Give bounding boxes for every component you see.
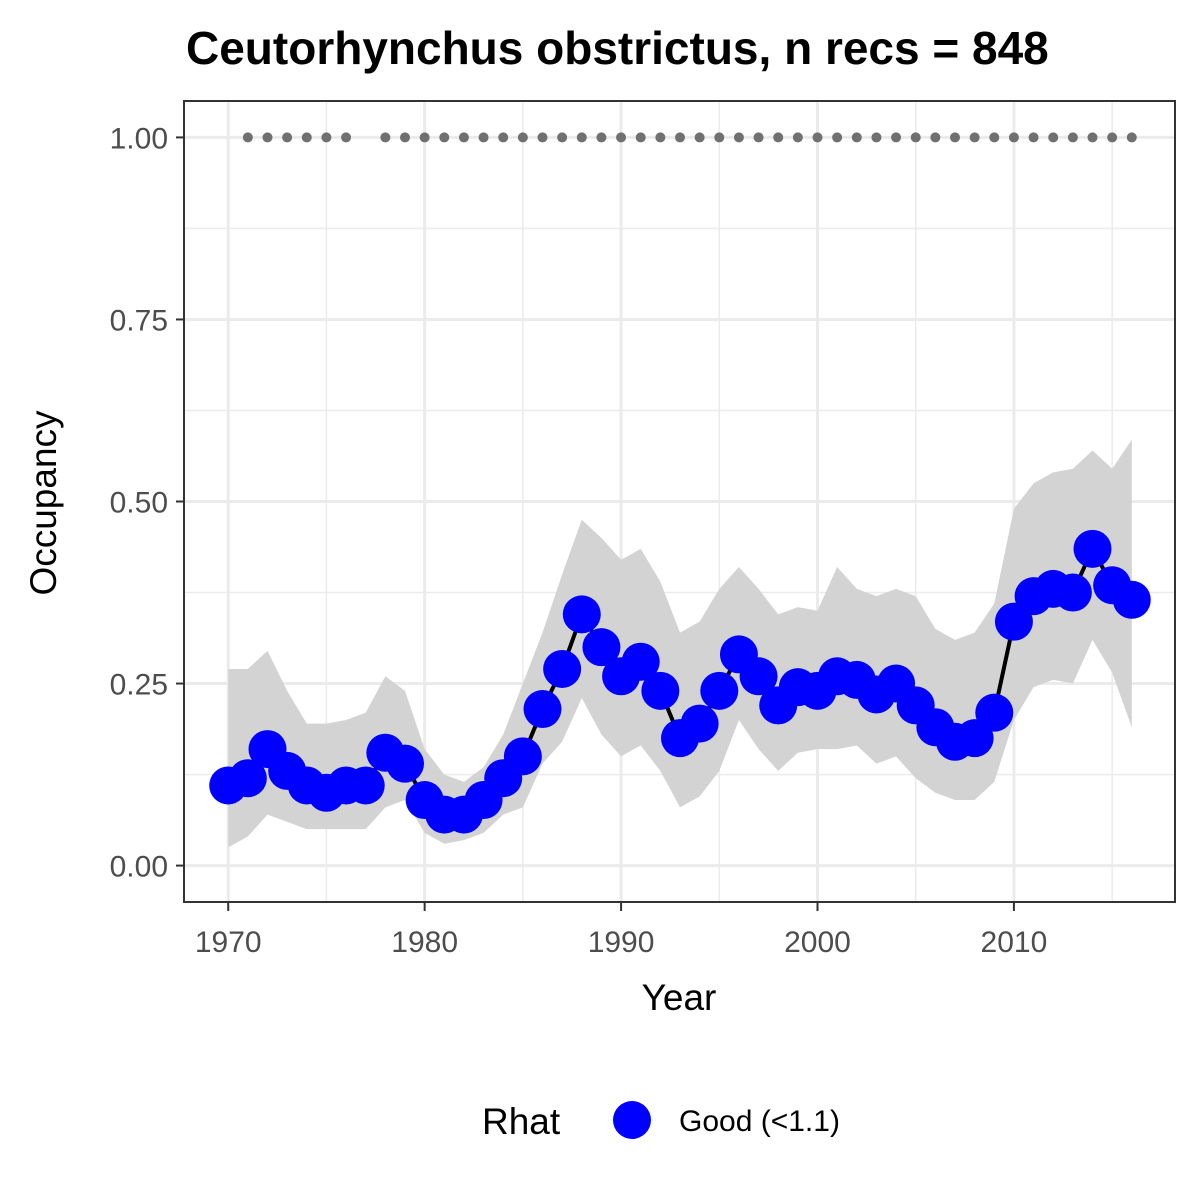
record-dot [1067,132,1078,143]
confidence-ribbon-layer [228,439,1132,848]
record-dot [557,132,568,143]
data-point [1073,529,1112,568]
record-dot [400,132,410,143]
y-tick-label: 0.75 [110,304,168,337]
data-point [228,759,267,798]
record-dot [321,132,332,143]
x-tick-label: 2010 [981,926,1048,959]
legend-key-good [613,1101,651,1139]
y-tick-label: 0.25 [110,669,168,702]
data-point [975,693,1014,732]
x-tick-label: 2000 [784,926,851,959]
record-dot [1048,132,1059,143]
record-dot [832,132,843,143]
record-dot [753,132,764,143]
data-point [543,649,582,688]
y-tick-label: 1.00 [110,122,168,155]
y-axis-title: Occupancy [23,410,64,596]
record-dot [498,132,509,143]
record-dot [675,132,685,143]
record-dot [301,132,312,143]
record-dot [714,132,725,143]
data-point [621,642,660,681]
record-dot [733,132,744,143]
data-points-layer [209,529,1151,834]
record-dot [871,132,882,143]
record-dot [1107,132,1118,143]
record-dot [616,132,627,143]
record-dot [537,132,548,143]
y-tick-label: 0.50 [110,487,168,520]
record-dot [891,132,902,143]
x-axis-title: Year [642,977,717,1018]
confidence-ribbon [228,439,1132,848]
record-dot [1028,132,1039,143]
legend: Rhat Good (<1.1) [482,1101,840,1142]
record-dot [262,132,273,143]
data-point [641,671,680,710]
data-point [562,595,601,634]
record-dot [478,132,489,143]
record-dot [1008,132,1019,143]
record-dot [1087,132,1098,143]
record-dot [1126,132,1137,143]
record-dot [694,132,705,143]
record-dot [812,132,823,143]
legend-title: Rhat [482,1101,561,1142]
record-dot [950,132,960,143]
record-dot [930,132,941,143]
data-point [680,704,719,743]
record-dot [596,132,607,143]
record-dot [910,132,921,143]
record-dot [419,132,430,143]
legend-label-good: Good (<1.1) [679,1105,840,1138]
data-point [503,737,542,776]
x-tick-label: 1980 [391,926,458,959]
data-point [739,657,778,696]
record-dot [517,132,528,143]
data-point [582,628,621,667]
record-dot [969,132,980,143]
x-tick-label: 1970 [195,926,262,959]
record-dot [792,132,803,143]
record-dot [635,132,646,143]
record-dot [773,132,784,143]
record-dots-layer [242,132,1137,143]
record-dot [380,132,391,143]
x-tick-label: 1990 [588,926,655,959]
record-dot [851,132,862,143]
record-dot [655,132,666,143]
record-dot [282,132,293,143]
chart-title: Ceutorhynchus obstrictus, n recs = 848 [186,22,1049,74]
data-point [523,690,562,729]
data-point [1053,573,1092,612]
record-dot [242,132,253,143]
data-point [1112,580,1151,619]
record-dot [341,132,352,143]
data-point [346,766,385,805]
axes: 0.00 0.25 0.50 0.75 1.00 1970 1980 1990 2000 2010 [110,122,1048,959]
data-point [386,744,424,783]
record-dot [439,132,450,143]
record-dot [458,132,469,143]
record-dot [989,132,1000,143]
record-dot [576,132,587,143]
data-point [700,671,739,710]
y-tick-label: 0.00 [110,851,168,884]
